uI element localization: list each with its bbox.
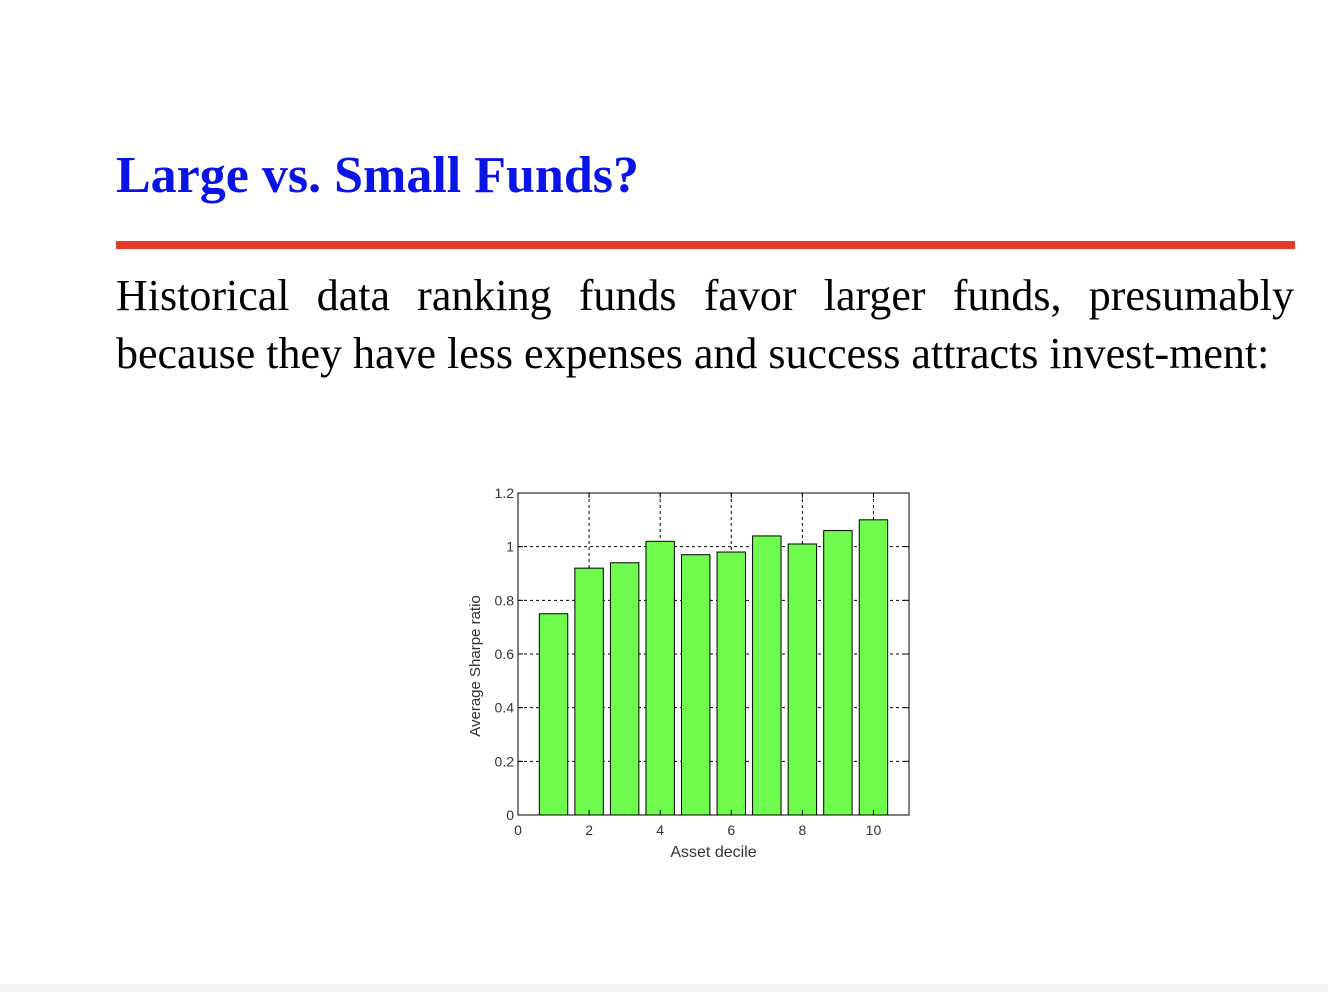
chart-bars [538, 519, 889, 816]
y-tick-label: 0.2 [495, 753, 515, 769]
y-tick-label: 1 [506, 539, 514, 555]
slide-title: Large vs. Small Funds? [116, 147, 639, 204]
x-tick-label: 10 [866, 822, 882, 838]
bar [787, 543, 818, 816]
bar [609, 562, 640, 816]
bar-chart: 0 0.2 0.4 0.6 0.8 1 1.2 0 2 4 6 8 10 Asset decile Av… [467, 485, 910, 861]
y-tick-label: 0 [506, 807, 514, 823]
bar [574, 567, 604, 816]
y-axis-label: Average Sharpe ratio [467, 595, 484, 736]
y-tick-label: 0.6 [495, 646, 515, 662]
slide-body-text: Historical data ranking funds favor larg… [116, 271, 1294, 378]
title-divider [116, 241, 1295, 249]
x-tick-label: 8 [798, 822, 806, 838]
x-tick-label: 0 [514, 822, 522, 838]
x-tick-label: 6 [727, 822, 735, 838]
y-tick-label: 0.4 [495, 700, 515, 716]
x-axis-label: Asset decile [670, 844, 756, 861]
y-tick-label: 0.8 [495, 592, 515, 608]
bar [858, 519, 889, 816]
bar [645, 540, 675, 816]
bar [752, 535, 782, 816]
x-tick-label: 4 [656, 822, 664, 838]
bar [681, 554, 711, 816]
bar [823, 530, 853, 816]
x-tick-label: 2 [585, 822, 593, 838]
y-tick-label: 1.2 [495, 485, 515, 501]
bar [716, 551, 746, 816]
bar [538, 613, 569, 816]
chart-ticks: 0 0.2 0.4 0.6 0.8 1 1.2 0 2 4 6 8 10 [495, 485, 909, 838]
bottom-edge [0, 984, 1328, 992]
